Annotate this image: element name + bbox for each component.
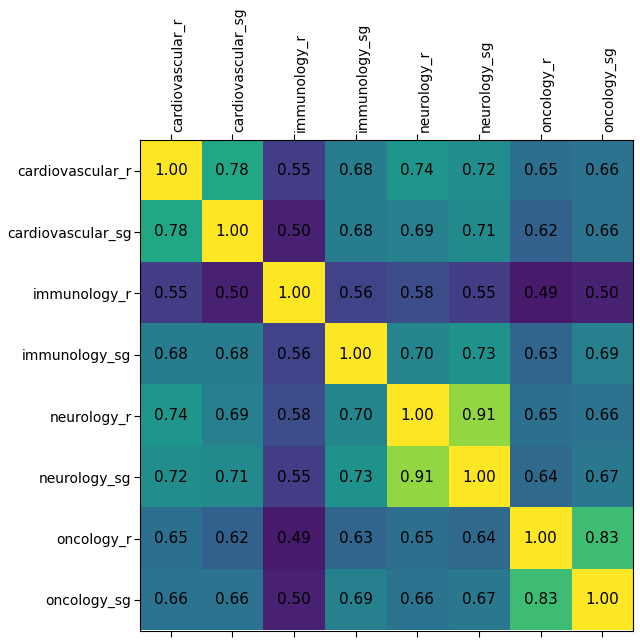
Text: 1.00: 1.00	[524, 531, 557, 546]
Text: 0.66: 0.66	[585, 224, 620, 239]
Text: 0.71: 0.71	[462, 224, 496, 239]
Text: 1.00: 1.00	[277, 285, 311, 301]
Text: 0.62: 0.62	[524, 224, 557, 239]
Text: 0.56: 0.56	[339, 285, 372, 301]
Text: 0.91: 0.91	[462, 408, 496, 423]
Text: 0.67: 0.67	[462, 592, 496, 608]
Text: 1.00: 1.00	[462, 469, 496, 485]
Text: 0.64: 0.64	[524, 469, 557, 485]
Text: 0.55: 0.55	[277, 163, 311, 178]
Text: 0.69: 0.69	[339, 592, 372, 608]
Text: 0.66: 0.66	[585, 163, 620, 178]
Text: 0.50: 0.50	[277, 224, 311, 239]
Text: 0.49: 0.49	[524, 285, 557, 301]
Text: 0.65: 0.65	[524, 163, 557, 178]
Text: 0.56: 0.56	[277, 347, 311, 362]
Text: 0.74: 0.74	[154, 408, 188, 423]
Text: 0.66: 0.66	[216, 592, 250, 608]
Text: 0.66: 0.66	[585, 408, 620, 423]
Text: 0.69: 0.69	[585, 347, 620, 362]
Text: 1.00: 1.00	[586, 592, 619, 608]
Text: 0.72: 0.72	[154, 469, 188, 485]
Text: 0.70: 0.70	[339, 408, 372, 423]
Text: 0.68: 0.68	[154, 347, 188, 362]
Text: 1.00: 1.00	[216, 224, 249, 239]
Text: 0.65: 0.65	[401, 531, 434, 546]
Text: 0.68: 0.68	[339, 163, 372, 178]
Text: 0.78: 0.78	[154, 224, 188, 239]
Text: 1.00: 1.00	[401, 408, 434, 423]
Text: 0.55: 0.55	[462, 285, 496, 301]
Text: 0.73: 0.73	[339, 469, 372, 485]
Text: 0.67: 0.67	[586, 469, 619, 485]
Text: 0.68: 0.68	[216, 347, 250, 362]
Text: 0.50: 0.50	[277, 592, 311, 608]
Text: 1.00: 1.00	[339, 347, 372, 362]
Text: 0.49: 0.49	[277, 531, 311, 546]
Text: 0.63: 0.63	[524, 347, 557, 362]
Text: 0.65: 0.65	[524, 408, 557, 423]
Text: 0.58: 0.58	[401, 285, 434, 301]
Text: 0.66: 0.66	[154, 592, 188, 608]
Text: 0.78: 0.78	[216, 163, 249, 178]
Text: 0.74: 0.74	[401, 163, 434, 178]
Text: 0.65: 0.65	[154, 531, 188, 546]
Text: 0.63: 0.63	[339, 531, 372, 546]
Text: 0.72: 0.72	[462, 163, 496, 178]
Text: 0.69: 0.69	[216, 408, 250, 423]
Text: 0.64: 0.64	[462, 531, 496, 546]
Text: 0.50: 0.50	[586, 285, 619, 301]
Text: 0.70: 0.70	[401, 347, 434, 362]
Text: 0.73: 0.73	[462, 347, 496, 362]
Text: 0.69: 0.69	[400, 224, 435, 239]
Text: 0.55: 0.55	[277, 469, 311, 485]
Text: 0.50: 0.50	[216, 285, 249, 301]
Text: 0.71: 0.71	[216, 469, 249, 485]
Text: 0.66: 0.66	[400, 592, 435, 608]
Text: 0.62: 0.62	[216, 531, 250, 546]
Text: 0.91: 0.91	[401, 469, 434, 485]
Text: 0.55: 0.55	[154, 285, 188, 301]
Text: 0.83: 0.83	[524, 592, 557, 608]
Text: 0.83: 0.83	[586, 531, 619, 546]
Text: 0.68: 0.68	[339, 224, 372, 239]
Text: 0.58: 0.58	[277, 408, 311, 423]
Text: 1.00: 1.00	[154, 163, 188, 178]
